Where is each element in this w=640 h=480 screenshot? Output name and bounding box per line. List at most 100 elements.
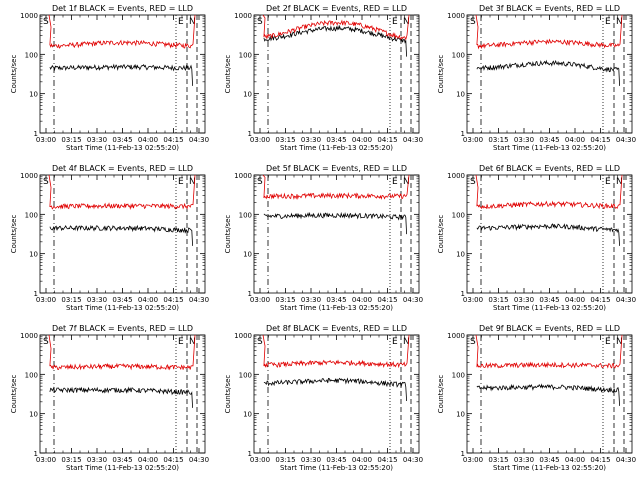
x-axis-label: Start Time (11-Feb-13 02:55:20) <box>280 464 393 472</box>
x-tick-label: 03:00 <box>250 296 270 304</box>
x-tick-label: 03:30 <box>87 136 107 144</box>
panel-det-4: Det 4f BLACK = Events, RED = LLD 1 10 100 10… <box>10 164 209 312</box>
x-tick-label: 04:30 <box>616 136 636 144</box>
marker-label-e: E <box>392 337 398 347</box>
panel-title: Det 5f BLACK = Events, RED = LLD <box>266 164 407 173</box>
y-tick-label: 100 <box>25 51 38 59</box>
y-tick-label: 10 <box>456 411 465 419</box>
x-tick-label: 04:30 <box>189 296 209 304</box>
marker-label-s: S <box>470 177 476 187</box>
series-lld-line <box>475 14 623 50</box>
y-tick-label: 1000 <box>234 172 252 180</box>
x-tick-label: 03:30 <box>301 296 321 304</box>
y-tick-label: 1000 <box>447 12 465 20</box>
x-tick-label: 03:00 <box>36 296 56 304</box>
x-tick-label: 04:00 <box>352 136 372 144</box>
marker-label-e: E <box>392 177 398 187</box>
series-lld-line <box>262 14 410 41</box>
y-tick-label: 10 <box>29 411 38 419</box>
y-tick-label: 10 <box>243 91 252 99</box>
y-tick-label: 100 <box>452 51 465 59</box>
y-tick-label: 1000 <box>234 12 252 20</box>
marker-label-e: E <box>392 17 398 27</box>
series-events-line <box>476 59 620 86</box>
x-axis-label: Start Time (11-Feb-13 02:55:20) <box>66 464 179 472</box>
x-tick-label: 04:15 <box>163 456 183 464</box>
marker-label-e: E <box>605 177 611 187</box>
series-lld-line <box>48 334 196 371</box>
x-tick-label: 04:30 <box>403 136 423 144</box>
x-tick-label: 03:15 <box>61 296 81 304</box>
x-tick-label: 03:15 <box>275 136 295 144</box>
y-tick-label: 100 <box>239 51 252 59</box>
marker-label-s: S <box>257 177 263 187</box>
marker-label-s: S <box>470 17 476 27</box>
y-tick-label: 1000 <box>234 332 252 340</box>
x-tick-label: 04:15 <box>377 136 397 144</box>
marker-label-s: S <box>257 17 263 27</box>
series-events-line <box>49 63 193 86</box>
x-tick-label: 03:30 <box>87 456 107 464</box>
x-tick-label: 04:00 <box>565 296 585 304</box>
y-tick-label: 10 <box>456 251 465 259</box>
marker-label-n: N <box>616 337 623 347</box>
x-tick-label: 04:15 <box>163 296 183 304</box>
x-tick-label: 04:15 <box>377 456 397 464</box>
x-tick-label: 03:45 <box>326 296 346 304</box>
marker-label-s: S <box>43 177 49 187</box>
y-tick-label: 1 <box>34 290 38 298</box>
x-tick-label: 04:30 <box>189 136 209 144</box>
x-tick-label: 03:15 <box>488 136 508 144</box>
x-tick-label: 03:15 <box>61 456 81 464</box>
marker-label-n: N <box>616 177 623 187</box>
panel-det-8: Det 8f BLACK = Events, RED = LLD 1 10 100 10… <box>224 324 423 472</box>
series-events-line <box>263 377 407 402</box>
y-axis-label: Counts/sec <box>437 55 445 94</box>
y-axis-label: Counts/sec <box>224 375 232 414</box>
marker-label-n: N <box>189 17 196 27</box>
panel-det-9: Det 9f BLACK = Events, RED = LLD 1 10 100 10… <box>437 324 636 472</box>
x-axis-label: Start Time (11-Feb-13 02:55:20) <box>280 144 393 152</box>
panel-title: Det 2f BLACK = Events, RED = LLD <box>266 4 407 13</box>
panel-det-6: Det 6f BLACK = Events, RED = LLD 1 10 100 10… <box>437 164 636 312</box>
panel-title: Det 1f BLACK = Events, RED = LLD <box>52 4 193 13</box>
x-tick-label: 04:15 <box>590 136 610 144</box>
x-tick-label: 04:00 <box>138 296 158 304</box>
x-tick-label: 03:45 <box>112 136 132 144</box>
panel-det-1: Det 1f BLACK = Events, RED = LLD 1 10 100 10… <box>10 4 209 152</box>
series-events-line <box>49 386 193 408</box>
y-axis-label: Counts/sec <box>224 215 232 254</box>
panel-title: Det 3f BLACK = Events, RED = LLD <box>479 4 620 13</box>
x-tick-label: 03:15 <box>275 296 295 304</box>
x-tick-label: 03:45 <box>539 296 559 304</box>
x-tick-label: 03:15 <box>275 456 295 464</box>
marker-label-n: N <box>403 17 410 27</box>
y-tick-label: 100 <box>25 371 38 379</box>
x-tick-label: 04:15 <box>590 296 610 304</box>
plot-frame <box>253 334 420 454</box>
y-tick-label: 10 <box>29 251 38 259</box>
panel-title: Det 4f BLACK = Events, RED = LLD <box>52 164 193 173</box>
x-tick-label: 03:45 <box>326 136 346 144</box>
series-events-line <box>476 223 620 246</box>
x-tick-label: 03:00 <box>463 296 483 304</box>
x-tick-label: 03:45 <box>539 456 559 464</box>
series-lld-line <box>262 174 410 200</box>
marker-label-s: S <box>43 337 49 347</box>
x-tick-label: 04:00 <box>565 136 585 144</box>
marker-label-n: N <box>189 337 196 347</box>
y-tick-label: 1000 <box>20 332 38 340</box>
marker-label-e: E <box>178 17 184 27</box>
panel-title: Det 8f BLACK = Events, RED = LLD <box>266 324 407 333</box>
marker-label-e: E <box>605 337 611 347</box>
series-events-line <box>476 383 620 406</box>
panel-title: Det 7f BLACK = Events, RED = LLD <box>52 324 193 333</box>
x-tick-label: 03:30 <box>514 136 534 144</box>
plot-frame <box>39 174 206 294</box>
x-tick-label: 03:00 <box>36 136 56 144</box>
x-tick-label: 04:30 <box>616 296 636 304</box>
y-tick-label: 1 <box>248 130 252 138</box>
series-lld-line <box>48 174 196 210</box>
y-tick-label: 100 <box>25 211 38 219</box>
